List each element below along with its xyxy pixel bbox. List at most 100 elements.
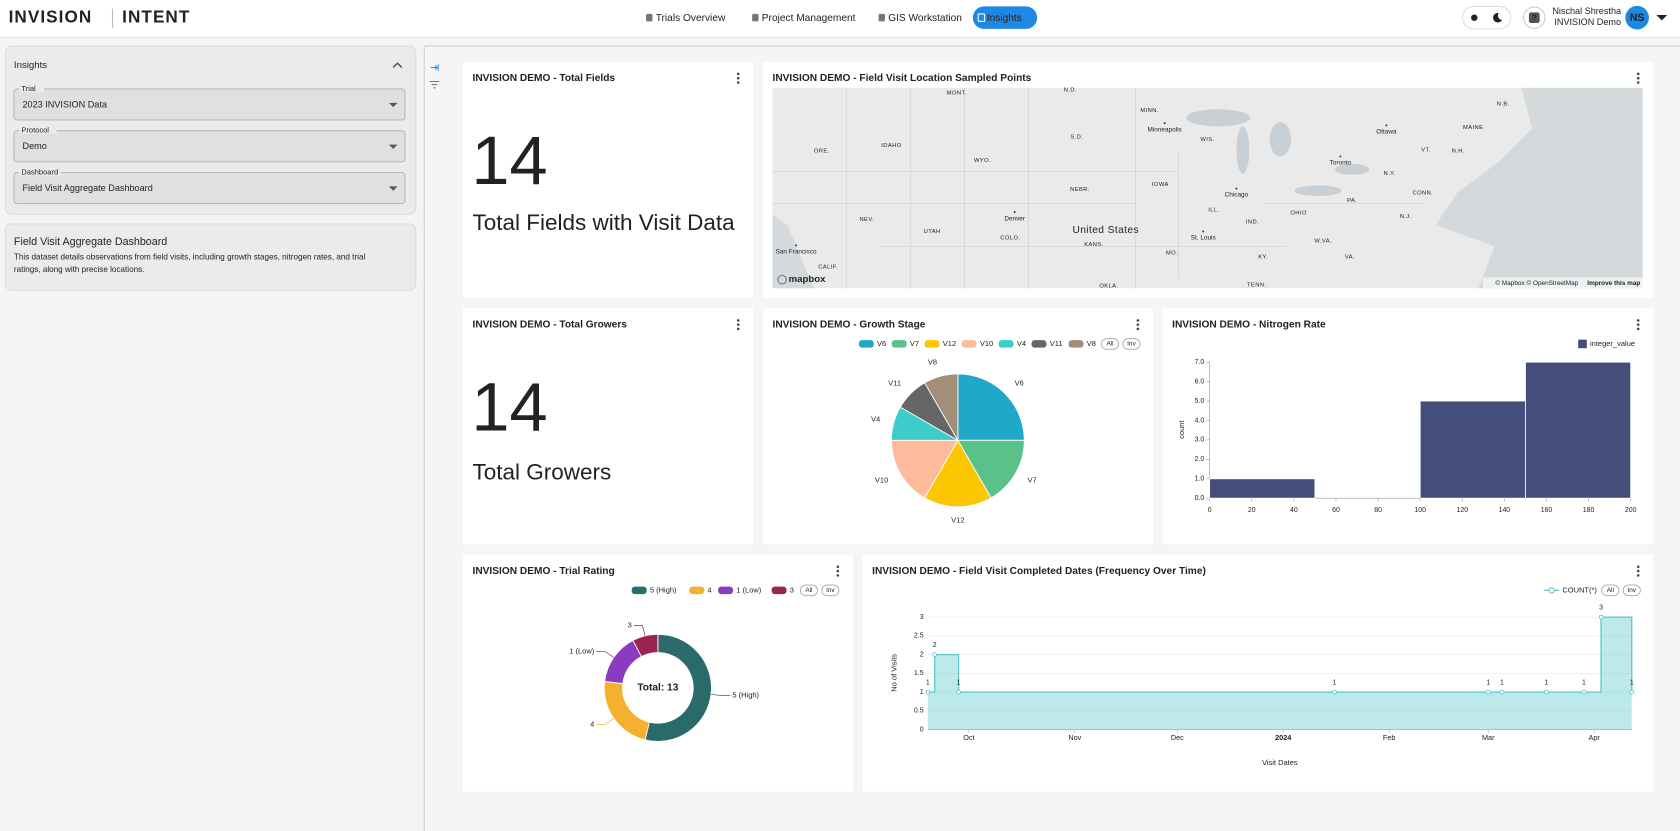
point[interactable]	[956, 689, 961, 695]
legend-swatch	[924, 340, 940, 348]
nav-active-pill[interactable]	[972, 6, 1038, 29]
x-tick-label: Feb	[1383, 733, 1396, 742]
select-field[interactable]	[13, 171, 406, 205]
slice[interactable]	[924, 373, 959, 442]
avatar-initials[interactable]: NS	[1630, 12, 1645, 24]
panel-menu[interactable]	[836, 569, 840, 573]
legend-label[interactable]: V12	[943, 339, 956, 348]
nav-item[interactable]: Insights	[987, 13, 1022, 24]
point[interactable]	[932, 652, 938, 658]
panel-menu[interactable]	[1636, 319, 1640, 322]
legend-button[interactable]	[1601, 584, 1620, 597]
legend-label[interactable]: 3	[790, 585, 794, 594]
histogram-bar[interactable]	[1209, 478, 1316, 499]
legend-button[interactable]	[1622, 584, 1641, 597]
expand-filters-icon[interactable]	[430, 64, 439, 71]
select-label-bg	[19, 127, 57, 134]
panel-menu[interactable]	[736, 319, 740, 322]
legend-button-label[interactable]: Inv	[826, 587, 835, 594]
slice[interactable]	[632, 633, 659, 658]
nav-icon[interactable]	[977, 13, 986, 22]
panel-menu[interactable]	[1636, 569, 1640, 573]
legend-label[interactable]: COUNT(*)	[1562, 585, 1597, 594]
histogram-bar[interactable]	[1419, 400, 1526, 499]
point[interactable]	[1544, 689, 1549, 695]
slice[interactable]	[890, 439, 959, 499]
panel-menu[interactable]	[836, 574, 840, 577]
theme-toggle[interactable]	[1461, 5, 1512, 30]
x-tick-label: Nov	[1068, 733, 1081, 742]
nav-item[interactable]: Project Management	[762, 13, 856, 24]
panel-menu[interactable]	[1136, 319, 1140, 322]
select-field[interactable]	[13, 130, 406, 163]
legend-label[interactable]: V4	[1017, 339, 1026, 348]
legend-label[interactable]: V8	[1087, 339, 1096, 348]
legend-button[interactable]	[1122, 338, 1141, 350]
panel-menu[interactable]	[1636, 323, 1640, 326]
panel-menu[interactable]	[1636, 574, 1640, 577]
panel-menu[interactable]	[1136, 327, 1140, 331]
panel-menu[interactable]	[736, 81, 740, 84]
slice[interactable]	[644, 633, 712, 742]
legend-button[interactable]	[821, 584, 840, 597]
point[interactable]	[1581, 689, 1587, 695]
avatar[interactable]	[1625, 5, 1649, 30]
point[interactable]	[1499, 689, 1505, 695]
slice[interactable]	[957, 439, 1025, 499]
point[interactable]	[1485, 689, 1491, 695]
slice[interactable]	[957, 373, 1025, 441]
point[interactable]	[1332, 689, 1337, 695]
panel-menu[interactable]	[1636, 81, 1640, 84]
panel-menu[interactable]	[736, 323, 740, 326]
legend-label[interactable]: V11	[1050, 339, 1063, 348]
help-icon[interactable]	[1528, 12, 1540, 24]
select-arrow[interactable]	[388, 186, 398, 191]
panel-menu[interactable]	[1136, 323, 1140, 326]
point[interactable]	[1629, 689, 1635, 695]
nav-icon[interactable]	[752, 13, 759, 22]
slice[interactable]	[924, 439, 992, 508]
legend-button-label[interactable]: Inv	[1127, 341, 1136, 348]
select-value[interactable]: Demo	[23, 141, 47, 151]
sun-icon[interactable]	[1471, 14, 1478, 21]
panel-menu[interactable]	[736, 72, 740, 76]
legend-label[interactable]: integer_value	[1590, 339, 1635, 348]
legend-label[interactable]: V10	[980, 339, 993, 348]
legend-button-label[interactable]: All	[1106, 341, 1113, 348]
select-arrow[interactable]	[388, 144, 398, 149]
filter-icon[interactable]	[429, 80, 440, 89]
select-value[interactable]: Field Visit Aggregate Dashboard	[23, 183, 153, 193]
nav-item[interactable]: Trials Overview	[656, 13, 726, 24]
panel-menu[interactable]	[736, 76, 740, 80]
legend-button-label[interactable]: All	[1607, 587, 1614, 594]
histogram-bar[interactable]	[1525, 361, 1632, 499]
select-field[interactable]	[13, 88, 406, 121]
panel-menu[interactable]	[1636, 565, 1640, 569]
panel-menu[interactable]	[1636, 72, 1640, 76]
select-arrow[interactable]	[388, 102, 398, 108]
legend-button[interactable]	[799, 584, 818, 597]
help-label[interactable]: ?	[1532, 12, 1537, 22]
nav-item[interactable]: GIS Workstation	[888, 13, 962, 24]
legend-label[interactable]: 1 (Low)	[736, 585, 762, 594]
legend-button-label[interactable]: Inv	[1628, 587, 1637, 594]
legend-label[interactable]: V6	[877, 339, 886, 348]
legend-label[interactable]: 4	[708, 585, 712, 594]
nav-icon[interactable]	[878, 13, 885, 22]
point[interactable]	[925, 689, 931, 695]
map-improve-link[interactable]: Improve this map	[1587, 280, 1640, 287]
panel-menu[interactable]	[1636, 327, 1640, 331]
legend-button-label[interactable]: All	[805, 587, 812, 594]
panel-menu[interactable]	[836, 565, 840, 569]
panel-menu[interactable]	[736, 327, 740, 331]
point[interactable]	[1598, 614, 1604, 620]
panel-menu[interactable]	[1636, 76, 1640, 80]
nav-icon[interactable]	[646, 13, 653, 22]
select-value[interactable]: 2023 INVISION Data	[23, 99, 108, 109]
map-region-label: KANS.	[1084, 242, 1103, 248]
collapse-icon[interactable]	[392, 62, 403, 68]
legend-label[interactable]: 5 (High)	[650, 585, 677, 594]
legend-button[interactable]	[1101, 338, 1119, 350]
legend-label[interactable]: V7	[910, 339, 919, 348]
user-menu-caret[interactable]	[1656, 15, 1668, 21]
